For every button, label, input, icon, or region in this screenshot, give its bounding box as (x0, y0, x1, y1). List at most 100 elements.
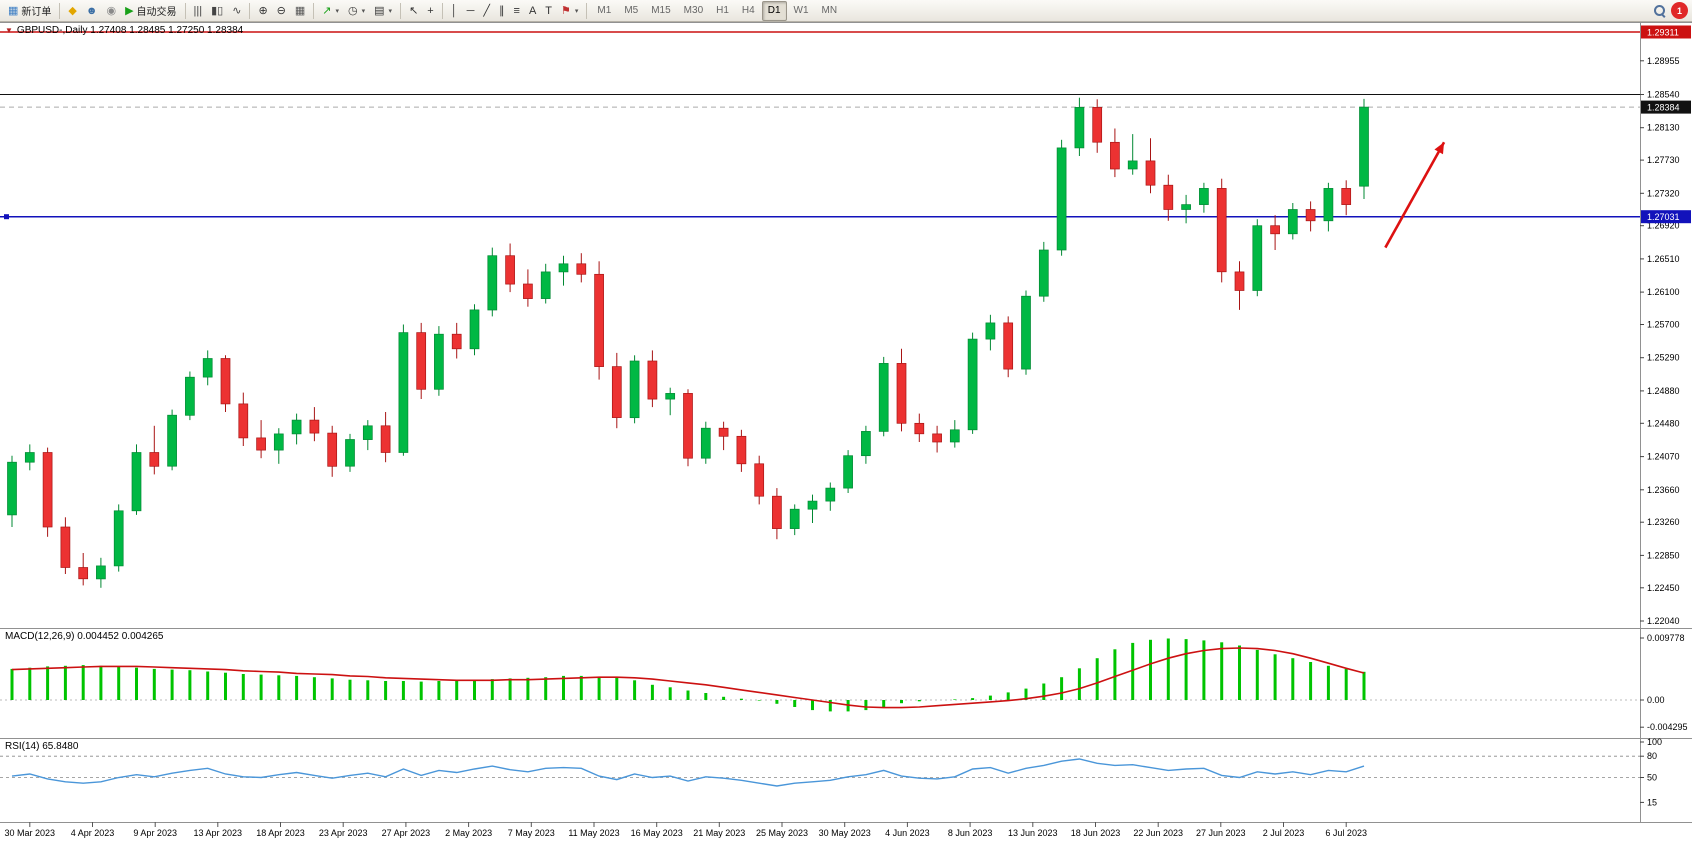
candle-body (967, 338, 978, 431)
candle-body (220, 358, 231, 405)
notifications-button[interactable]: 1 (1671, 2, 1688, 19)
market-button[interactable]: ◉ (102, 1, 120, 21)
timeframe-m5[interactable]: M5 (624, 5, 639, 16)
community-button[interactable]: ☻ (82, 1, 102, 21)
price-tick-label: 1.26920 (1647, 221, 1680, 231)
new-order-button[interactable]: ▦ 新订单 (4, 1, 55, 21)
candle-body (754, 463, 765, 497)
price-chart-canvas[interactable]: 1.28955 1.28540 1.28130 1.27730 1.27320 1.269… (0, 22, 1692, 845)
text-label-button[interactable]: T (541, 1, 556, 21)
candle-body (523, 283, 533, 299)
macd-signal-line (11, 647, 1365, 709)
candle-body (665, 393, 676, 400)
candle-body (1305, 209, 1316, 222)
rsi-label: RSI(14) 65.8480 (5, 741, 79, 752)
candle-body (7, 461, 17, 516)
toolbar: ▦ 新订单 ◆ ☻ ◉ ▶ 自动交易 ||| ▮▯ ∿ ⊕ ⊖ ▦ ↗ ▾ ◷ ▾ ▤ ▾ ↖ + │ ─ ╱ ∥ ≡ A T ⚑ ▾ M1… (0, 0, 1692, 22)
zoom-out-button[interactable]: ⊖ (273, 1, 290, 21)
candle-body (167, 414, 177, 467)
date-tick-label: 2 Jul 2023 (1263, 828, 1305, 838)
candle-body (327, 432, 338, 467)
candle-body (1163, 184, 1174, 210)
clock-icon: ◷ (348, 4, 358, 17)
new-order-button-label: 新订单 (21, 7, 52, 18)
candle-body (1038, 249, 1049, 297)
crosshair-button[interactable]: + (423, 1, 437, 21)
price-tick-label: 1.25290 (1647, 353, 1680, 363)
macd-label: MACD(12,26,9) 0.004452 0.004265 (5, 631, 164, 642)
timeframe-m30[interactable]: M30 (683, 5, 704, 16)
price-tick-label: 1.24880 (1647, 386, 1680, 396)
new-order-icon: ▦ (8, 4, 19, 17)
date-tick-label: 9 Apr 2023 (133, 828, 177, 838)
support-line-handle[interactable] (4, 214, 9, 220)
autotrading-button-label: 自动交易 (136, 7, 177, 18)
candle-body (807, 500, 818, 510)
line-chart-button[interactable]: ∿ (228, 1, 245, 21)
candle-body (345, 439, 355, 467)
metaeditor-button[interactable]: ◆ (64, 1, 80, 21)
candle-body (291, 419, 302, 435)
candle-body (487, 255, 498, 311)
candle-body (1359, 106, 1369, 187)
date-tick-label: 6 Jul 2023 (1325, 828, 1367, 838)
text-button[interactable]: A (525, 1, 540, 21)
candle-body (1234, 271, 1245, 291)
timeframe-h1[interactable]: H1 (716, 5, 729, 16)
autotrading-button[interactable]: ▶ 自动交易 (121, 1, 180, 21)
candle-body (540, 271, 551, 299)
tile-windows-icon: ▦ (294, 4, 306, 17)
indicators-button[interactable]: ↗ ▾ (318, 1, 343, 21)
tile-windows-button[interactable]: ▦ (291, 1, 309, 21)
candle-body (469, 309, 480, 350)
candle-body (825, 487, 836, 502)
timeframe-d1[interactable]: D1 (761, 0, 787, 21)
zoom-in-button[interactable]: ⊕ (254, 1, 271, 21)
timeframe-w1[interactable]: W1 (793, 5, 809, 16)
candle-body (256, 437, 266, 451)
date-tick-label: 13 Jun 2023 (1008, 828, 1058, 838)
timeframe-m15[interactable]: M15 (651, 5, 671, 16)
candle-body (96, 565, 106, 580)
candle-body (202, 358, 213, 378)
candle-body (60, 526, 71, 568)
channel-button[interactable]: ∥ (495, 1, 509, 21)
fibonacci-button[interactable]: ≡ (510, 1, 524, 21)
vertical-line-icon: │ (450, 4, 458, 17)
chart-title-text: GBPUSD-,Daily 1.27408 1.28485 1.27250 1.… (16, 25, 244, 36)
trend-arrow[interactable] (1384, 141, 1446, 249)
rsi-tick-label: 100 (1647, 737, 1662, 747)
line-chart-icon: ∿ (232, 4, 242, 17)
candle-body (434, 333, 444, 390)
candle-body (113, 510, 124, 567)
timeframe-mn[interactable]: MN (821, 5, 838, 16)
dropdown-caret-icon: ▾ (361, 7, 366, 15)
candle-body (878, 363, 889, 432)
trendline-button[interactable]: ╱ (479, 1, 494, 21)
timeframe-m1[interactable]: M1 (597, 5, 612, 16)
horizontal-line-button[interactable]: ─ (463, 1, 479, 21)
arrows-button[interactable]: ⚑ ▾ (557, 1, 582, 21)
search-button[interactable] (1649, 1, 1670, 21)
bar-chart-button[interactable]: ||| (190, 1, 207, 21)
date-tick-label: 21 May 2023 (693, 828, 745, 838)
candle-body (861, 431, 871, 457)
price-badge (1641, 25, 1691, 39)
candle-body (185, 376, 195, 416)
timeframe-h4[interactable]: H4 (741, 5, 755, 16)
cursor-button[interactable]: ↖ (405, 1, 422, 21)
date-tick-label: 8 Jun 2023 (948, 828, 993, 838)
date-tick-label: 2 May 2023 (445, 828, 492, 838)
templates-button[interactable]: ▤ ▾ (370, 1, 396, 21)
periods-button[interactable]: ◷ ▾ (344, 1, 369, 21)
toolbar-separator (400, 2, 402, 19)
candle-body (1056, 147, 1067, 251)
price-tick-label: 1.27320 (1647, 188, 1680, 198)
channel-icon: ∥ (499, 4, 505, 17)
rsi-line (11, 758, 1365, 787)
vertical-line-button[interactable]: │ (447, 1, 462, 21)
macd-tick-label: 0.00 (1647, 695, 1665, 705)
candlestick-chart-button[interactable]: ▮▯ (207, 1, 227, 21)
chart-title: ▼ GBPUSD-,Daily 1.27408 1.28485 1.27250 … (5, 25, 243, 36)
candle-body (505, 255, 515, 285)
